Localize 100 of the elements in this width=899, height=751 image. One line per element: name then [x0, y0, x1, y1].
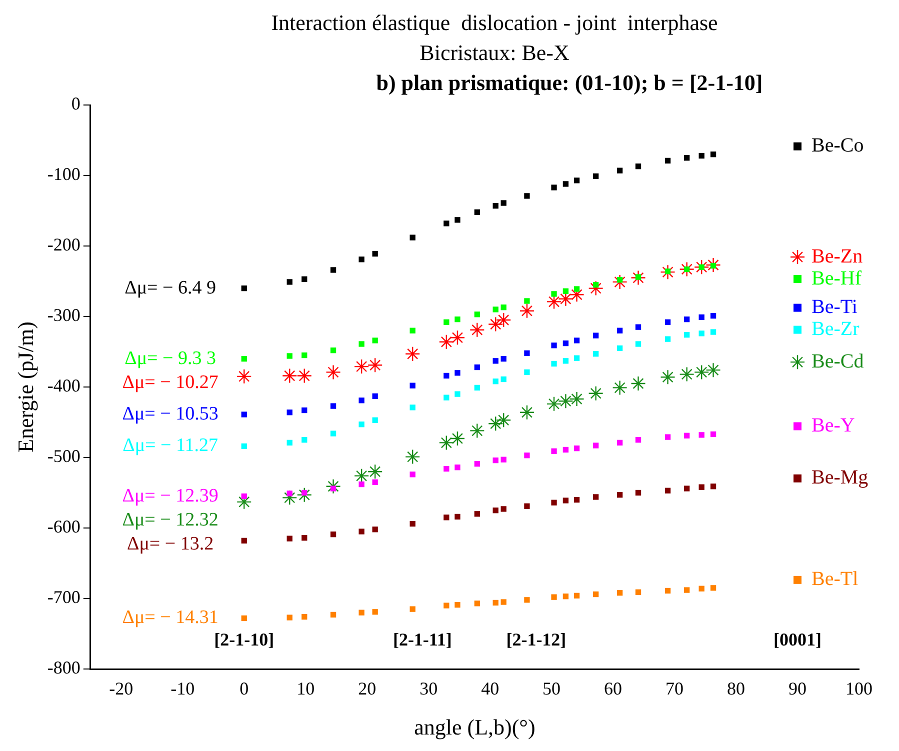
x-axis-title: angle (L,b)(°) [414, 714, 536, 740]
point [616, 345, 623, 352]
point [698, 330, 704, 336]
point [635, 589, 642, 595]
y-tick-label: -500 [47, 446, 80, 466]
legend-label: Be-Zr [812, 318, 860, 340]
point [241, 356, 247, 362]
point [574, 355, 580, 361]
point [282, 490, 298, 506]
point [241, 412, 247, 418]
point [616, 328, 623, 334]
point [444, 220, 450, 226]
point [660, 370, 676, 385]
point [524, 369, 530, 376]
point [444, 602, 450, 608]
point [616, 277, 623, 283]
point [474, 209, 480, 215]
point [562, 288, 569, 294]
point [330, 532, 336, 538]
legend-label: Be-Mg [812, 466, 868, 489]
point [296, 487, 312, 502]
point [524, 193, 530, 199]
x-tick-label: -10 [170, 678, 195, 699]
point [492, 358, 498, 364]
point [286, 440, 292, 446]
annotation: Δμ= − 9.3 3 [124, 348, 216, 369]
x-tick-label: 40 [481, 678, 500, 699]
point [706, 257, 721, 273]
point [569, 391, 584, 407]
point [710, 484, 716, 490]
point [438, 435, 454, 450]
y-tick-label: -300 [47, 305, 80, 326]
point [372, 609, 378, 615]
legend-label: Be-Zn [812, 245, 863, 268]
point [474, 364, 480, 370]
point [492, 202, 498, 209]
annotation: Δμ= − 6.4 9 [124, 277, 216, 298]
point [454, 514, 460, 520]
point [698, 314, 704, 320]
x-tick-label: 10 [296, 678, 315, 699]
point [551, 184, 557, 190]
point [450, 430, 466, 446]
point [302, 535, 308, 541]
point [519, 303, 535, 318]
point [354, 358, 370, 374]
point [524, 503, 530, 509]
legend-label: Be-Co [812, 134, 864, 157]
point [635, 437, 642, 443]
point [710, 431, 716, 438]
point [330, 612, 336, 618]
point [562, 358, 569, 364]
point [546, 294, 562, 310]
point [635, 274, 642, 280]
point [488, 416, 504, 432]
point [574, 496, 580, 503]
point [684, 432, 690, 438]
point [302, 407, 308, 414]
point [474, 461, 480, 467]
point [372, 417, 378, 423]
point [630, 270, 646, 286]
point [330, 348, 336, 354]
point [410, 520, 416, 527]
legend-label: Be-Y [812, 414, 855, 436]
point [286, 353, 292, 359]
point [706, 362, 721, 378]
point [372, 526, 378, 532]
point [635, 490, 642, 496]
annotation: Δμ= − 10.53 [122, 403, 218, 424]
point [444, 514, 450, 520]
point [454, 464, 460, 470]
legend-label: Be-Tl [812, 568, 859, 590]
point [500, 376, 506, 382]
chart-subtitle: Bicristaux: Be-X [420, 40, 570, 65]
point [660, 264, 676, 280]
x-tick-label: 50 [542, 678, 561, 699]
x-tick-label: 80 [727, 678, 746, 699]
point [492, 600, 498, 606]
point [574, 592, 580, 599]
annotation: Δμ= − 12.39 [122, 485, 218, 506]
point [524, 350, 530, 356]
point [694, 364, 710, 380]
point [593, 282, 599, 288]
point [474, 600, 480, 606]
point [551, 500, 557, 506]
point [302, 614, 308, 620]
point [562, 340, 569, 346]
y-tick-label: 0 [71, 94, 80, 114]
annotation: [2-1-10] [214, 630, 274, 650]
point [367, 358, 383, 373]
point [404, 449, 420, 464]
point [664, 319, 671, 325]
point [410, 606, 416, 612]
point [444, 372, 450, 379]
y-tick-label: -200 [47, 234, 80, 255]
point [241, 615, 247, 622]
point [593, 442, 599, 448]
chart-title: Interaction élastique dislocation - joint interphase [271, 10, 718, 35]
point [500, 200, 506, 206]
point [454, 217, 460, 223]
point [492, 306, 498, 312]
